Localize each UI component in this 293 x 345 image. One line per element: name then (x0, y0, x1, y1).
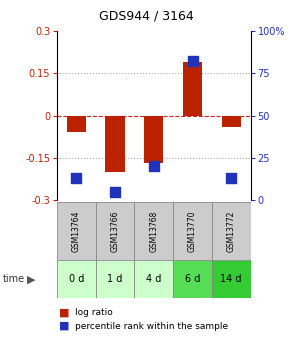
Bar (222, 116, 241, 127)
Point (113, 189, 117, 195)
Text: 0 d: 0 d (69, 275, 84, 284)
FancyBboxPatch shape (212, 260, 251, 298)
Point (229, 175, 234, 181)
FancyBboxPatch shape (57, 260, 96, 298)
FancyBboxPatch shape (96, 202, 134, 260)
FancyBboxPatch shape (212, 202, 251, 260)
Text: 6 d: 6 d (185, 275, 200, 284)
Text: 4 d: 4 d (146, 275, 161, 284)
Bar (183, 62, 202, 116)
Text: time: time (3, 275, 25, 284)
Text: GSM13772: GSM13772 (227, 210, 236, 252)
Bar (105, 116, 125, 172)
Text: ■: ■ (59, 321, 69, 331)
Point (190, 59, 195, 64)
Text: 14 d: 14 d (220, 275, 242, 284)
Bar (144, 116, 163, 164)
FancyBboxPatch shape (57, 202, 96, 260)
Text: percentile rank within the sample: percentile rank within the sample (75, 322, 228, 331)
Point (151, 164, 156, 169)
Point (74, 175, 79, 181)
Text: 1 d: 1 d (108, 275, 123, 284)
Text: GSM13768: GSM13768 (149, 210, 158, 252)
Text: GSM13766: GSM13766 (111, 210, 120, 252)
Text: GSM13770: GSM13770 (188, 210, 197, 252)
Text: ■: ■ (59, 307, 69, 317)
FancyBboxPatch shape (173, 260, 212, 298)
Bar (67, 116, 86, 132)
FancyBboxPatch shape (96, 260, 134, 298)
Text: GDS944 / 3164: GDS944 / 3164 (99, 9, 194, 22)
Text: GSM13764: GSM13764 (72, 210, 81, 252)
FancyBboxPatch shape (173, 202, 212, 260)
FancyBboxPatch shape (134, 202, 173, 260)
FancyBboxPatch shape (134, 260, 173, 298)
Text: ▶: ▶ (26, 275, 35, 284)
Text: log ratio: log ratio (75, 308, 113, 317)
